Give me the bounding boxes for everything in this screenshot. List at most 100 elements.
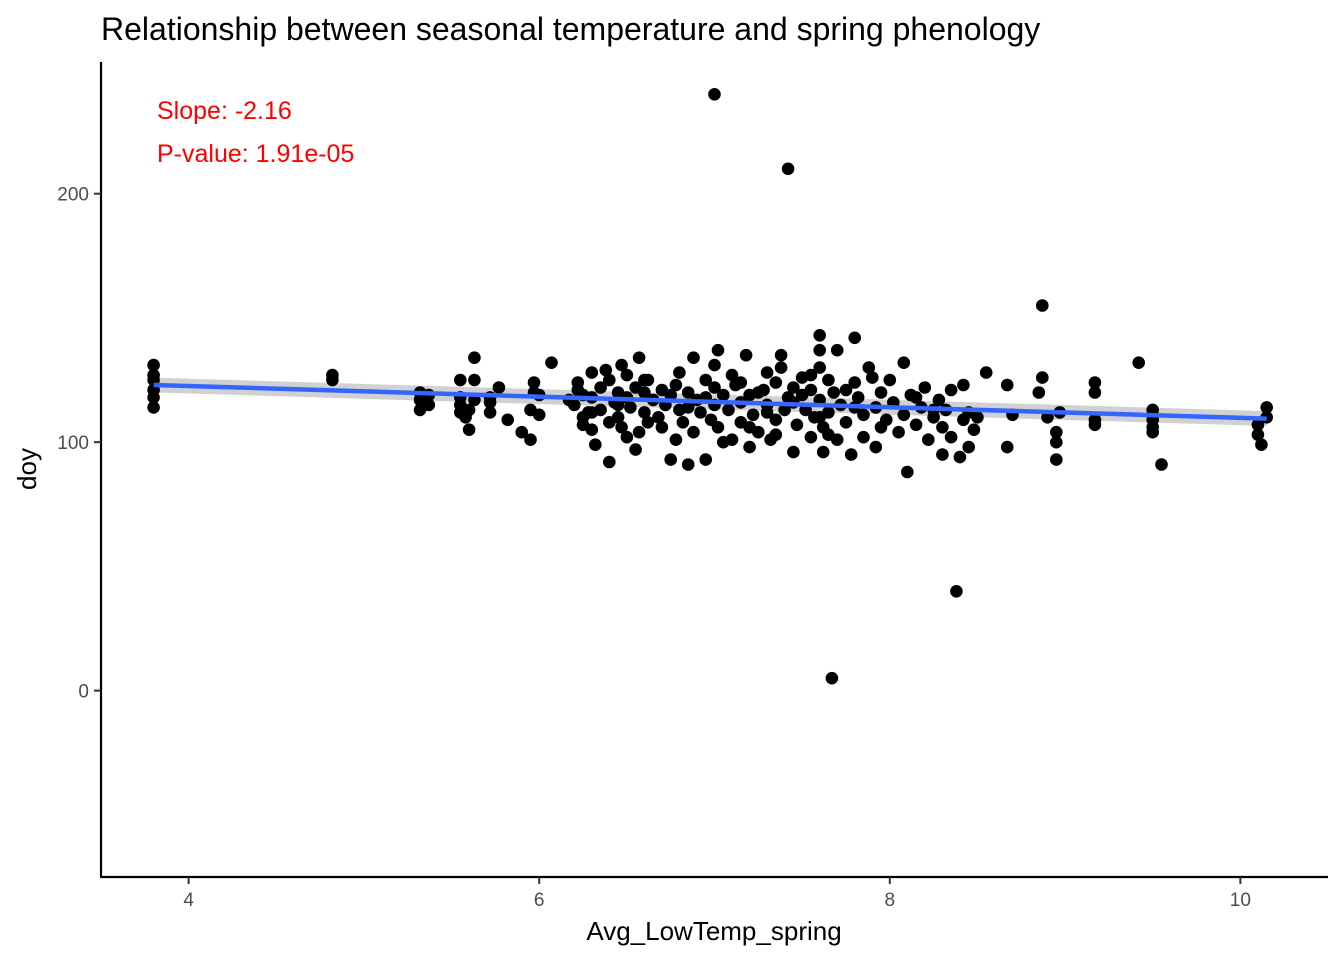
data-point <box>655 383 669 397</box>
data-point <box>1260 401 1273 414</box>
data-point <box>624 401 637 414</box>
data-point <box>862 361 876 374</box>
data-point <box>962 440 975 454</box>
data-point <box>687 351 700 365</box>
data-point <box>1000 378 1014 392</box>
data-point <box>851 391 865 404</box>
data-point <box>848 376 861 389</box>
data-point <box>869 440 883 454</box>
data-point <box>515 425 528 439</box>
data-point <box>1155 458 1168 471</box>
data-point <box>594 381 607 394</box>
data-point <box>722 403 735 417</box>
x-axis-title: Avg_LowTemp_spring <box>586 916 841 946</box>
data-point <box>787 381 800 394</box>
data-points-layer <box>147 88 1273 685</box>
data-point <box>816 445 830 459</box>
data-point <box>641 416 655 429</box>
data-point <box>936 421 949 434</box>
regression-line <box>153 382 1267 421</box>
data-point <box>326 373 339 387</box>
data-point <box>950 585 963 598</box>
data-point <box>944 383 958 397</box>
data-point <box>892 425 905 439</box>
data-point <box>603 373 616 387</box>
data-point <box>813 411 826 424</box>
y-axis-title: doy <box>12 448 42 490</box>
data-point <box>638 386 651 399</box>
data-point <box>746 408 760 422</box>
data-point <box>922 433 935 447</box>
data-point <box>655 421 669 434</box>
data-point <box>1050 453 1063 466</box>
data-point <box>830 343 844 357</box>
data-point <box>717 435 730 449</box>
data-point <box>545 356 558 370</box>
data-point <box>769 428 783 442</box>
data-point <box>422 398 436 412</box>
data-point <box>813 329 826 342</box>
data-point <box>638 406 651 419</box>
y-axis-ticks: 0 100 200 <box>57 185 101 703</box>
data-point <box>676 416 690 429</box>
data-point <box>1050 425 1063 439</box>
chart-title: Relationship between seasonal temperatur… <box>101 11 1040 47</box>
data-point <box>901 465 914 479</box>
regression-line-layer <box>153 382 1267 421</box>
data-point <box>866 371 879 384</box>
data-point <box>483 406 497 419</box>
data-point <box>462 423 476 437</box>
data-point <box>571 376 585 389</box>
x-tick-label: 10 <box>1230 890 1251 911</box>
data-point <box>611 411 625 424</box>
data-point <box>774 361 788 374</box>
data-point <box>1050 435 1063 449</box>
data-point <box>760 406 774 419</box>
data-point <box>711 421 725 434</box>
data-point <box>734 376 748 389</box>
data-point <box>462 403 476 417</box>
data-point <box>1032 386 1046 399</box>
data-point <box>804 368 818 382</box>
data-point <box>822 428 835 442</box>
data-point <box>957 378 970 392</box>
data-point <box>483 396 497 409</box>
data-point <box>147 358 160 372</box>
data-point <box>827 386 840 399</box>
data-point <box>615 421 628 434</box>
x-axis-ticks: 4 6 8 10 <box>183 877 1251 911</box>
data-point <box>1255 438 1268 452</box>
data-point <box>725 368 739 382</box>
data-point <box>1251 418 1265 432</box>
data-point <box>883 373 897 387</box>
data-point <box>813 343 826 357</box>
data-point <box>804 383 818 397</box>
data-point <box>909 391 923 404</box>
data-point <box>585 366 599 379</box>
data-point <box>897 356 911 370</box>
data-point <box>492 381 506 394</box>
y-tick-label: 0 <box>78 682 89 703</box>
data-point <box>524 433 537 447</box>
data-point <box>699 373 712 387</box>
data-point <box>687 425 700 439</box>
data-point <box>752 386 765 399</box>
p-value-annotation: P-value: 1.91e-05 <box>157 140 354 168</box>
data-point <box>589 438 602 452</box>
data-point <box>743 421 756 434</box>
x-tick-label: 4 <box>183 890 194 911</box>
data-point <box>454 373 467 387</box>
data-point <box>1000 440 1014 454</box>
data-point <box>825 671 839 685</box>
data-point <box>944 430 958 444</box>
data-point <box>839 383 853 397</box>
data-point <box>781 162 795 176</box>
data-point <box>632 425 646 439</box>
data-point <box>787 445 800 459</box>
data-point <box>778 403 791 417</box>
data-point <box>839 416 853 429</box>
data-point <box>611 398 625 412</box>
data-point <box>897 408 911 422</box>
data-point <box>527 376 541 389</box>
